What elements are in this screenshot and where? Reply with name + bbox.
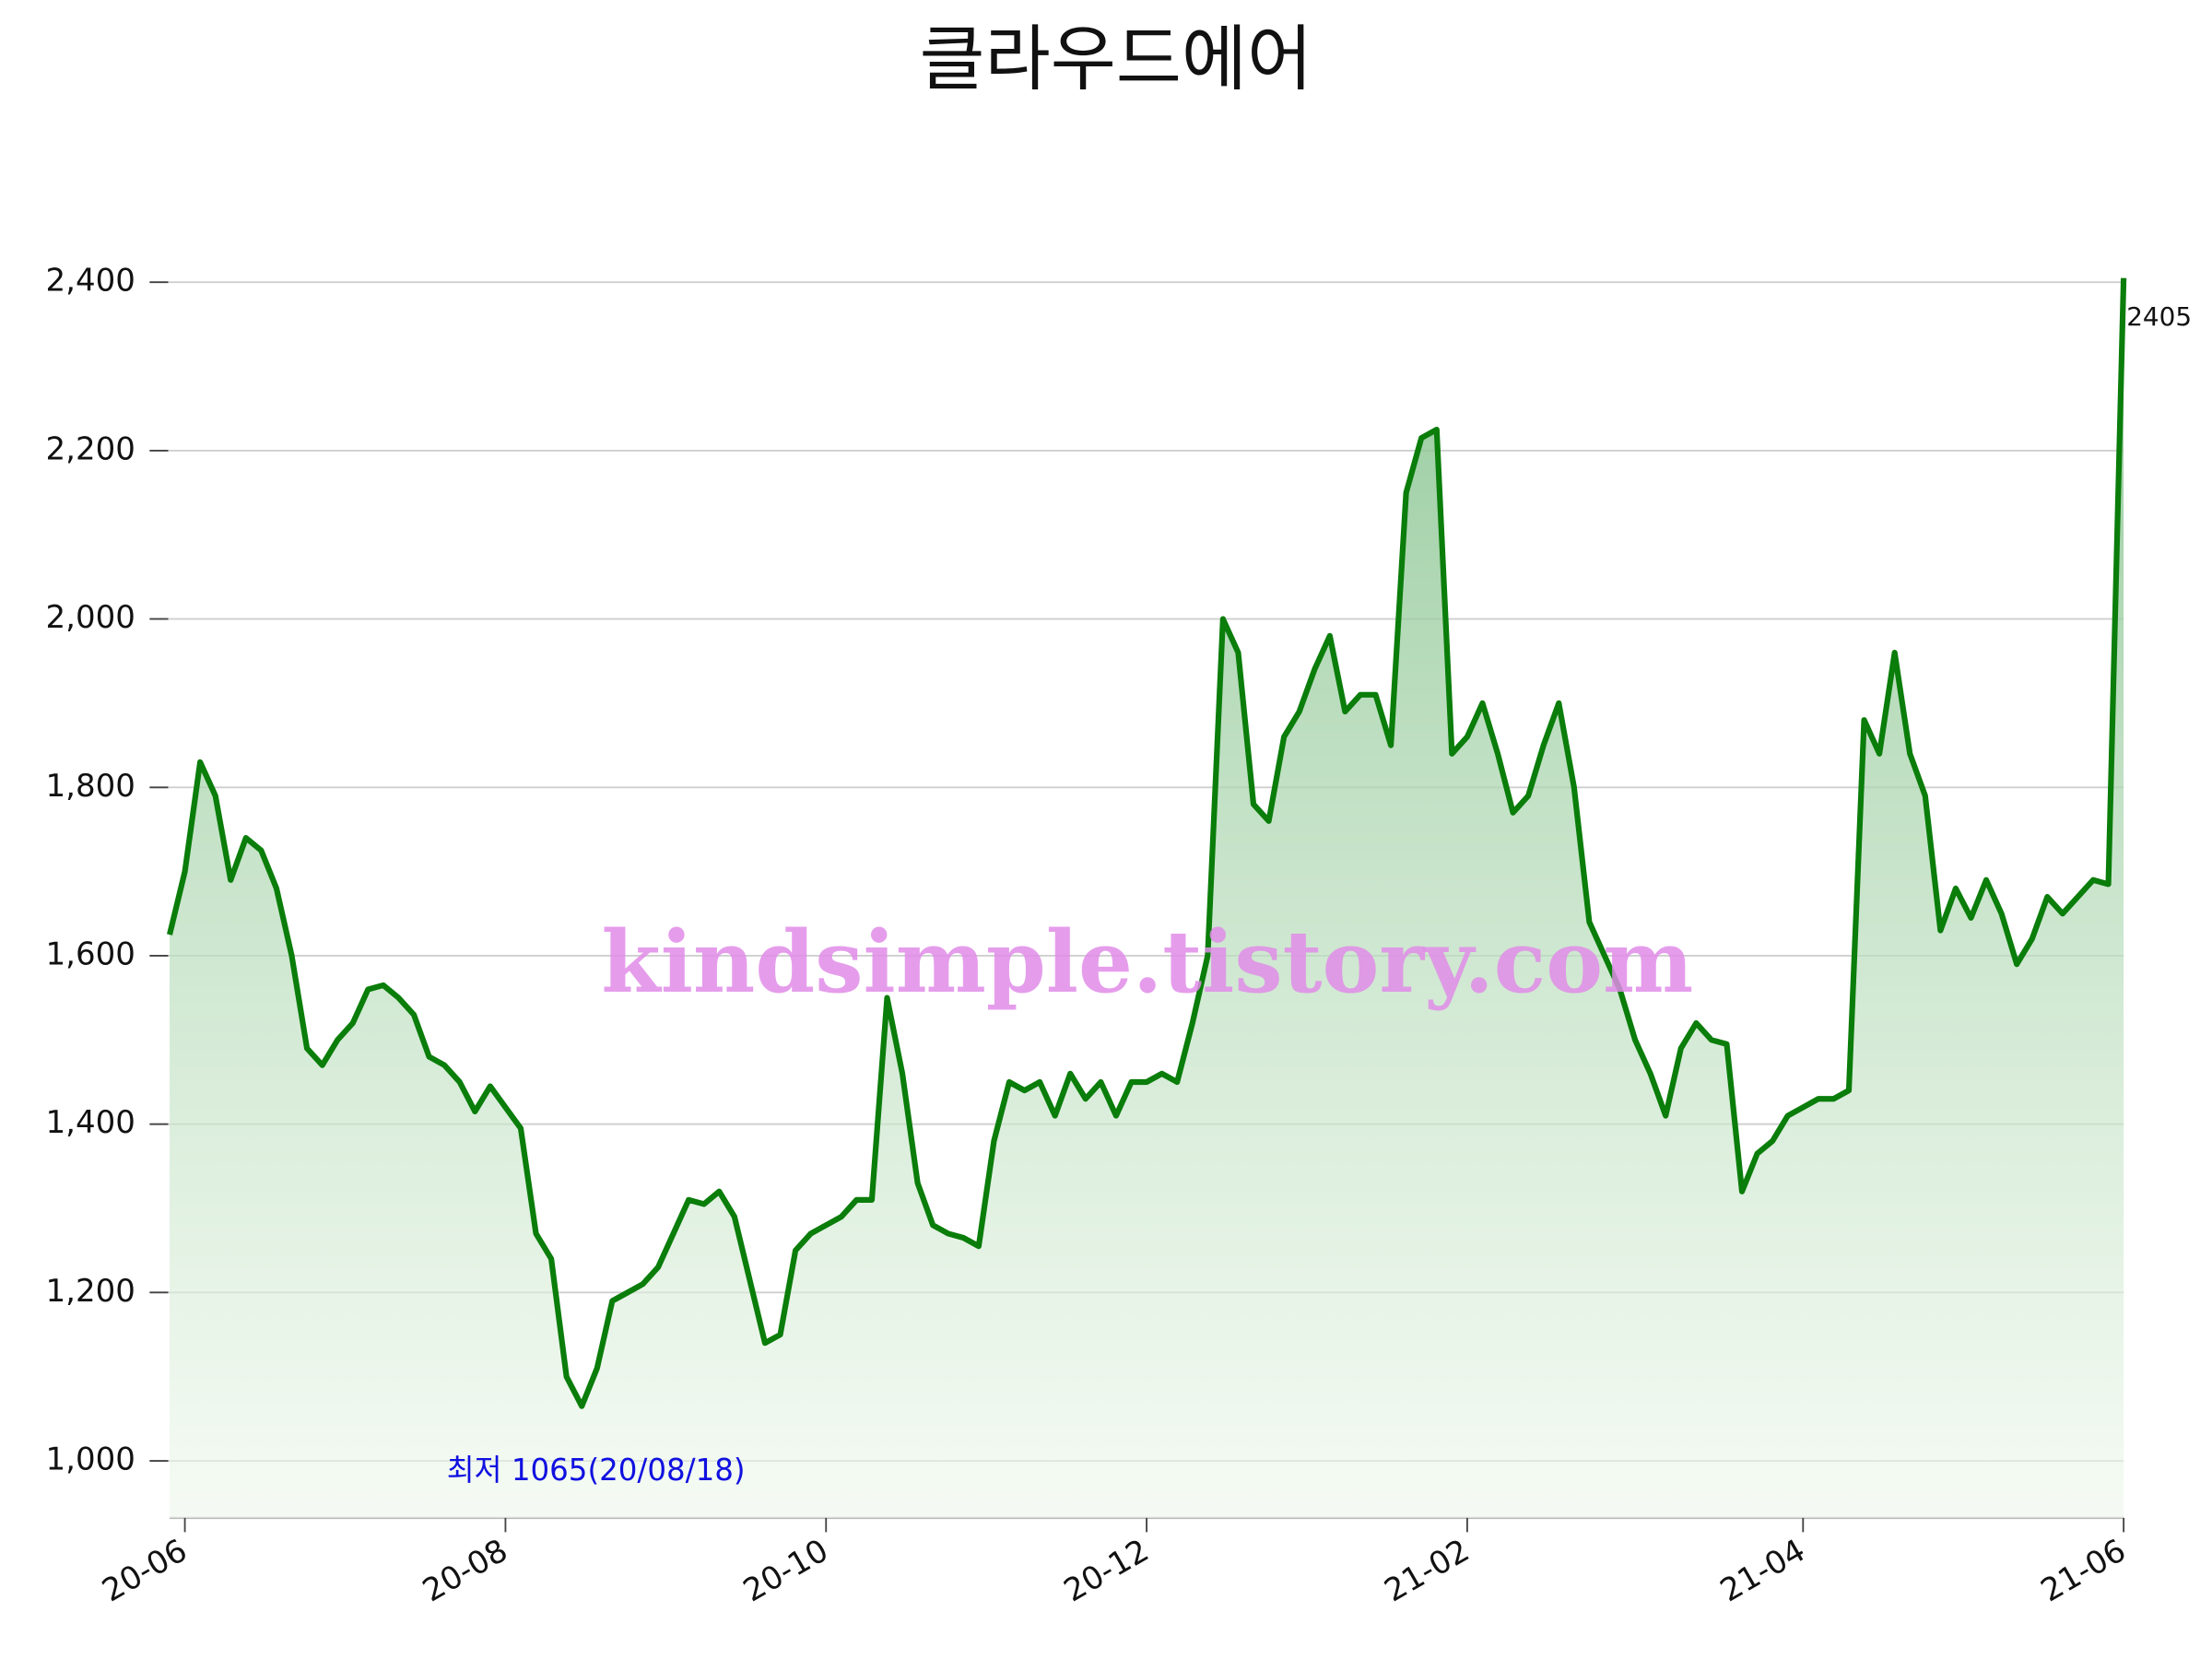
watermark: kindsimple.tistory.com	[601, 912, 1693, 1012]
line	[167, 277, 2127, 1409]
x-tick-label: 21-02	[1379, 1532, 1477, 1609]
x-tick-label: 20-12	[1058, 1532, 1156, 1609]
y-tick-label: 1,800	[46, 768, 135, 805]
area	[170, 277, 2124, 1518]
x-tick-label: 21-04	[1714, 1532, 1812, 1609]
x-tick-label: 21-06	[2035, 1532, 2133, 1609]
y-tick-label: 2,000	[46, 599, 135, 636]
y-tick-label: 2,400	[46, 263, 135, 300]
x-tick-label: 20-10	[737, 1532, 835, 1609]
min-annotation: 최저 1065(20/08/18)	[447, 1453, 746, 1488]
x-tick-label: 20-08	[417, 1532, 514, 1609]
y-tick-label: 2,200	[46, 430, 135, 467]
last-value-label: 2405	[2126, 301, 2192, 332]
x-tick-label: 20-06	[96, 1532, 194, 1609]
y-tick-label: 1,600	[46, 935, 135, 972]
y-tick-label: 1,200	[46, 1273, 135, 1310]
y-tick-label: 1,000	[46, 1441, 135, 1478]
chart-title: 클라우드에어	[919, 18, 1312, 101]
y-tick-label: 1,400	[46, 1104, 135, 1141]
